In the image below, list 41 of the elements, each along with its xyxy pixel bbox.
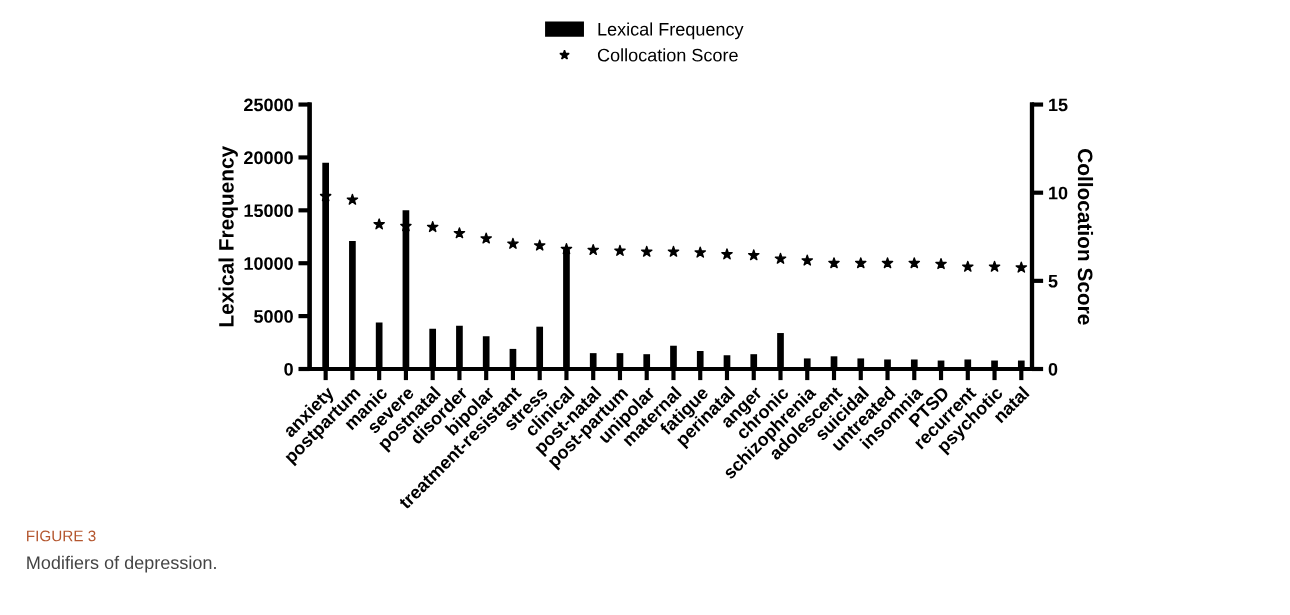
point (373, 218, 385, 230)
y-tick-label: 5000 (254, 310, 293, 323)
y-tick-label: 0 (284, 362, 293, 376)
y2-tick-label: 10 (1049, 186, 1068, 200)
caption: FIGURE 3 (27, 530, 96, 542)
point (935, 258, 947, 270)
point (988, 260, 1001, 272)
point (667, 245, 680, 257)
point (801, 254, 814, 266)
point (426, 221, 439, 233)
point (1015, 261, 1028, 273)
point (533, 239, 546, 251)
point (614, 244, 626, 256)
point (587, 243, 600, 256)
point (694, 246, 707, 258)
text: Modifiers of depression. (27, 555, 216, 573)
point (854, 257, 867, 269)
y-axis-title: Lexical Frequency (218, 145, 238, 327)
y-tick-label: 20000 (244, 151, 293, 165)
y-tick-label: 15000 (244, 204, 293, 218)
point (346, 193, 359, 205)
point (640, 245, 653, 257)
point (881, 257, 894, 269)
y-tick-label: 10000 (244, 257, 293, 270)
point (961, 260, 974, 272)
point (774, 252, 787, 264)
point (721, 248, 733, 260)
y2-tick-label: 15 (1049, 98, 1068, 112)
point (828, 257, 840, 269)
point (908, 257, 921, 269)
y2-tick-label: 0 (1048, 362, 1058, 376)
y2-axis-title: Collocation Score (1077, 149, 1094, 325)
legend-label: Collocation Score (597, 48, 738, 62)
point (747, 249, 760, 261)
point (507, 237, 519, 249)
legend-label: Lexical Frequency (598, 22, 744, 40)
y2-tick-label: 5 (1048, 274, 1058, 288)
y-tick-label: 25000 (244, 98, 293, 112)
point (480, 232, 492, 244)
point (560, 243, 573, 255)
point (453, 227, 466, 239)
